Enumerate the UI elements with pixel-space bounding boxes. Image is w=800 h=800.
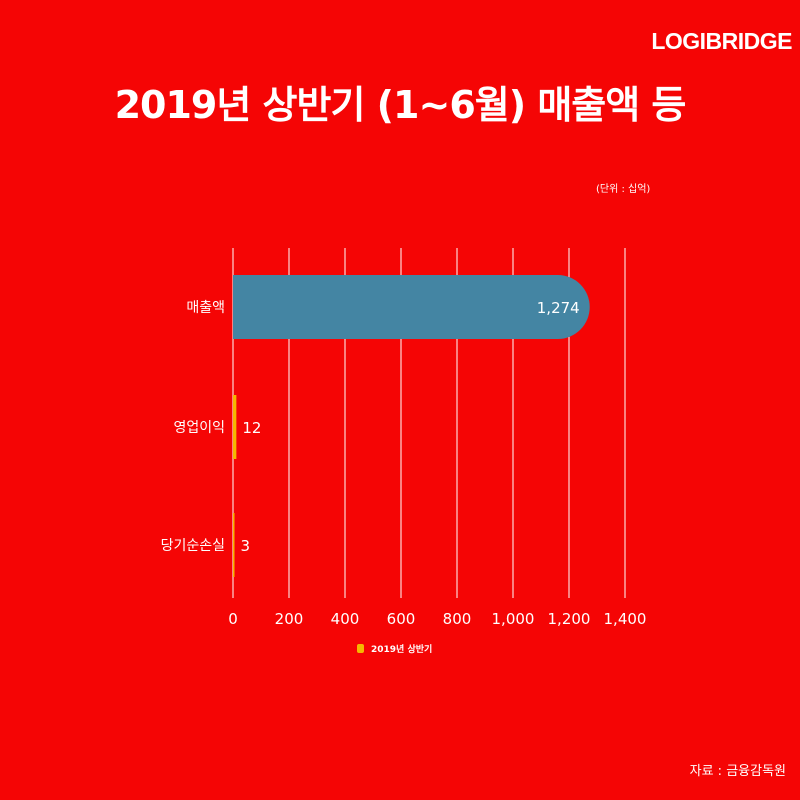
category-label: 매출액	[186, 300, 225, 316]
legend: 2019년 상반기	[357, 643, 432, 655]
data-label: 12	[242, 419, 261, 437]
x-tick-label: 600	[387, 610, 416, 628]
category-label: 당기순손실	[161, 538, 225, 554]
x-tick-label: 400	[331, 610, 360, 628]
x-tick-label: 200	[275, 610, 304, 628]
unit-label: (단위 : 십억)	[596, 184, 651, 195]
brand-logo: LOGIBRIDGE	[651, 28, 792, 54]
bars	[233, 275, 590, 577]
x-tick-label: 1,000	[492, 610, 535, 628]
x-tick-label: 0	[228, 610, 238, 628]
bar	[233, 395, 237, 459]
x-tick-label: 1,400	[604, 610, 647, 628]
x-tick-label: 1,200	[548, 610, 591, 628]
source-note: 자료 : 금융감독원	[689, 764, 786, 779]
bar	[233, 275, 590, 339]
legend-label: 2019년 상반기	[371, 643, 432, 655]
chart-title: 2019년 상반기 (1~6월) 매출액 등	[114, 83, 687, 127]
legend-swatch	[357, 644, 364, 653]
category-label: 영업이익	[173, 420, 225, 436]
x-axis-ticks: 0 200 400 600 800 1,000 1,200 1,400	[228, 610, 646, 628]
data-label: 1,274	[537, 299, 580, 317]
value-labels: 1,274 12 3	[241, 299, 580, 555]
bar	[233, 513, 235, 577]
data-label: 3	[241, 537, 251, 555]
x-tick-label: 800	[443, 610, 472, 628]
